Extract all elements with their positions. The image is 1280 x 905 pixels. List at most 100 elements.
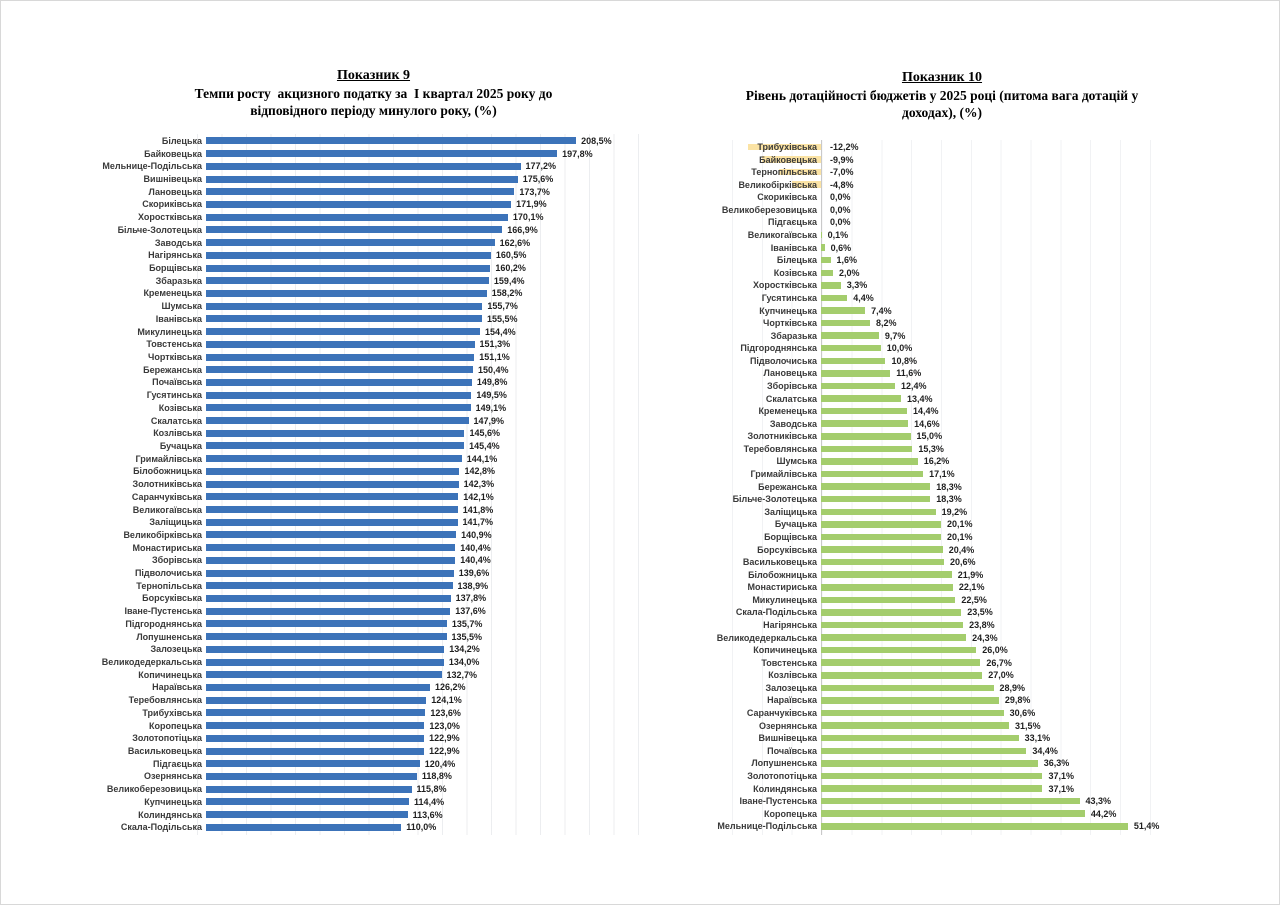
chart-row: Скала-Подільська 110,0% — [1, 821, 1279, 834]
category-label: Васильковецька — [742, 557, 817, 568]
value-label: 197,8% — [562, 148, 593, 159]
category-label: Байковецька — [759, 154, 817, 165]
category-label: Почаївська — [152, 377, 202, 388]
category-label: Озернянська — [143, 771, 202, 782]
value-label: 1,6% — [836, 255, 858, 266]
category-label: Саранчуківська — [131, 491, 202, 502]
chart-row: Білобожницька 21,9% — [1, 568, 1279, 581]
value-label: 137,8% — [455, 593, 487, 604]
chart-row: Підгаєцька 0,0% — [1, 216, 1279, 229]
chart1-heading: Показник 9 — [336, 68, 411, 83]
chart-row: Нагірянська 160,5% — [1, 249, 1279, 262]
bar — [206, 556, 456, 564]
value-label: 34,4% — [1032, 745, 1058, 756]
value-label: 29,8% — [1004, 695, 1031, 706]
category-label: Залозецька — [765, 682, 817, 693]
category-label: Великогаївська — [747, 230, 817, 241]
chart-row: Трибухівська -12,2% — [1, 141, 1279, 154]
chart-row: Нагірянська 23,8% — [1, 619, 1279, 632]
chart-row: Почаївська 34,4% — [1, 745, 1279, 758]
bar — [821, 533, 941, 541]
value-label: 13,4% — [906, 393, 933, 404]
value-label: 20,6% — [949, 557, 976, 568]
bar — [821, 734, 1019, 742]
chart-row: Бучацька 145,4% — [1, 440, 1279, 453]
value-label: 51,4% — [1133, 821, 1160, 832]
category-label: Гусятинська — [146, 390, 202, 401]
bar — [821, 621, 964, 629]
bar — [206, 493, 459, 501]
chart-row: Васильковецька 20,6% — [1, 556, 1279, 569]
negative-bar — [748, 143, 821, 151]
chart-row: Білецька 208,5% — [1, 135, 1279, 148]
value-label: 37,1% — [1048, 770, 1075, 781]
chart-row: Заліщицька 141,7% — [1, 516, 1279, 529]
bar — [206, 658, 444, 666]
chart-row: Микулинецька 154,4% — [1, 325, 1279, 338]
bar — [821, 357, 886, 365]
category-label: Монастириська — [132, 542, 202, 553]
value-label: 145,6% — [469, 428, 500, 439]
chart-row: Більче-Золотецька 18,3% — [1, 493, 1279, 506]
chart-row: Микулинецька 22,5% — [1, 594, 1279, 607]
bar — [821, 609, 962, 616]
bar — [821, 596, 956, 604]
chart-row: Копичинецька 132,7% — [1, 668, 1279, 681]
category-label: Бережанська — [143, 364, 202, 375]
category-label: Білобожницька — [748, 569, 817, 580]
category-label: Великобірківська — [738, 179, 817, 190]
chart-row: Тернопільська -7,0% — [1, 166, 1279, 179]
bar — [821, 269, 833, 277]
chart-row: Скориківська 0,0% — [1, 191, 1279, 204]
category-label: Великобірківська — [123, 529, 202, 540]
chart-row: Козлівська 145,6% — [1, 427, 1279, 440]
bar — [206, 594, 451, 602]
value-label: 173,7% — [519, 186, 550, 197]
chart-row: Колиндянська 113,6% — [1, 808, 1279, 821]
value-label: 18,3% — [936, 494, 962, 505]
chart-row: Збаразька 159,4% — [1, 274, 1279, 287]
chart-row: Козівська 149,1% — [1, 402, 1279, 415]
bar — [821, 433, 911, 440]
bar — [206, 150, 558, 158]
value-label: 2,0% — [838, 267, 860, 278]
value-label: 159,4% — [493, 275, 525, 286]
chart2-rows: Трибухівська -12,2% Байковецька -9,9% Терноп… — [1, 141, 1279, 833]
category-label: Іванівська — [770, 242, 817, 253]
value-label: 123,0% — [429, 720, 460, 731]
chart-row: Кременецька 158,2% — [1, 287, 1279, 300]
chart-row: Теребовлянська 15,3% — [1, 443, 1279, 456]
category-label: Трибухівська — [142, 707, 202, 718]
chart-row: Більче-Золотецька 166,9% — [1, 224, 1279, 237]
chart-row: Золотниківська 15,0% — [1, 430, 1279, 443]
chart2-title-block: Показник 10 Рівень дотаційності бюджетів… — [701, 69, 1183, 121]
value-label: 27,0% — [988, 670, 1014, 681]
value-label: 3,3% — [846, 280, 868, 291]
bar — [821, 458, 918, 465]
value-label: 30,6% — [1009, 708, 1036, 719]
category-label: Купчинецька — [144, 796, 202, 807]
value-label: 10,0% — [886, 343, 913, 354]
category-label: Золотниківська — [132, 479, 202, 490]
bar — [821, 307, 866, 314]
value-label: 15,3% — [918, 443, 944, 454]
category-label: Озернянська — [758, 720, 817, 731]
value-label: 142,8% — [464, 466, 495, 477]
value-label: 160,5% — [495, 250, 527, 261]
chart-row: Іване-Пустенська 137,6% — [1, 605, 1279, 618]
value-label: 140,9% — [461, 529, 492, 540]
bar — [821, 760, 1038, 767]
value-label: 22,5% — [961, 594, 987, 605]
category-label: Скалатська — [150, 415, 202, 426]
value-label: 149,5% — [476, 390, 507, 401]
bar — [821, 495, 931, 503]
chart-row: Вишнівецька 33,1% — [1, 732, 1279, 745]
value-label: 28,9% — [999, 682, 1026, 693]
chart-row: Чортківська 151,1% — [1, 351, 1279, 364]
category-label: Кременецька — [143, 288, 202, 299]
value-label: 19,2% — [941, 506, 968, 517]
value-label: 7,4% — [871, 305, 892, 316]
value-label: 145,4% — [469, 440, 500, 451]
bar — [821, 282, 841, 289]
bar — [821, 672, 983, 679]
